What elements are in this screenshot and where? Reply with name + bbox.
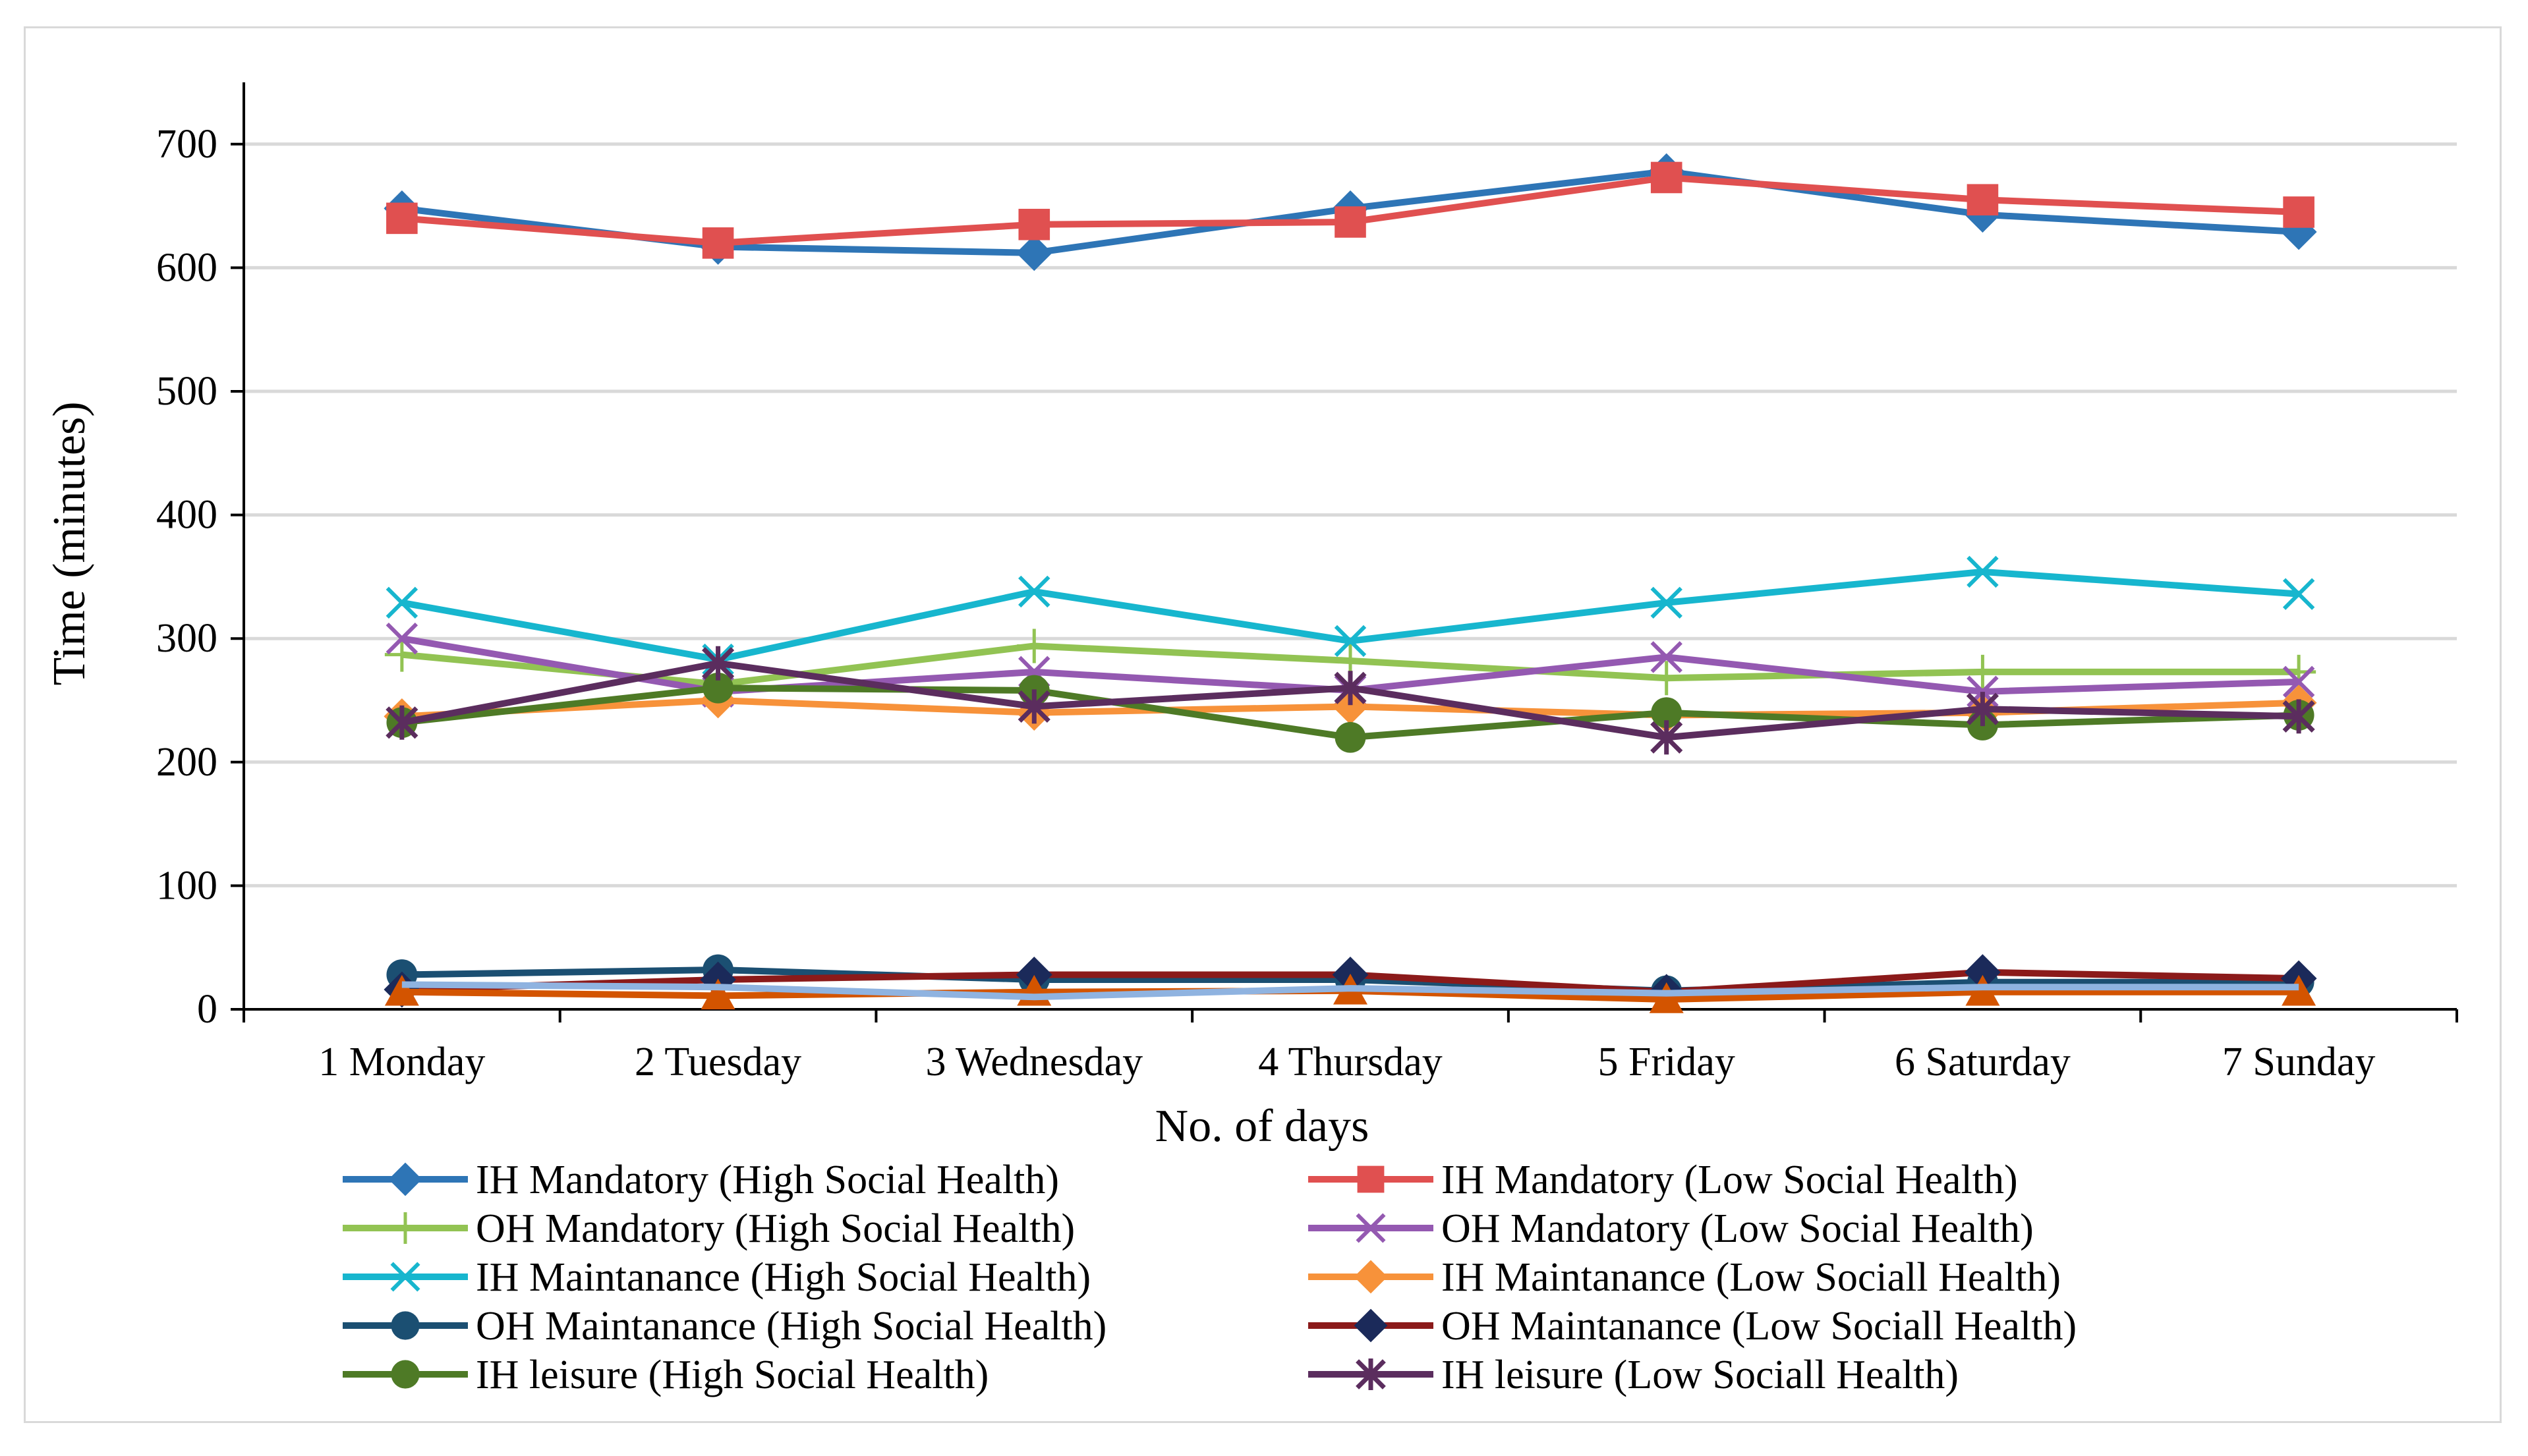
y-tick-label: 200	[156, 740, 217, 785]
legend-entry: IH Mandatory (High Social Health)	[343, 1158, 1059, 1202]
data-point	[386, 202, 418, 235]
grid-lines	[244, 142, 2457, 887]
data-point	[1018, 575, 1050, 608]
data-point	[1354, 1308, 1388, 1343]
legend-label: IH leisure (Low Sociall Health)	[1441, 1353, 1959, 1397]
data-point	[1356, 1213, 1386, 1243]
y-tick-labels: 0 100 200 300 400 500 600 700	[156, 122, 217, 1032]
series-11	[401, 981, 2299, 1001]
legend-entry: OH Maintanance (Low Sociall Health)	[1308, 1304, 2077, 1349]
x-tick-label: 4 Thursday	[1258, 1040, 1443, 1084]
series-9	[386, 646, 2315, 755]
legend-entry: OH Mandatory (Low Social Health)	[1308, 1206, 2034, 1251]
data-point	[1650, 161, 1682, 194]
data-point	[1334, 625, 1367, 658]
legend-entry: IH leisure (High Social Health)	[343, 1353, 989, 1397]
legend-label: OH Mandatory (Low Social Health)	[1441, 1206, 2034, 1251]
data-point	[384, 974, 419, 1006]
x-axis-title: No. of days	[1155, 1101, 1369, 1152]
legend-label: OH Maintanance (High Social Health)	[476, 1304, 1106, 1349]
data-point	[2283, 196, 2314, 228]
data-point	[1357, 1165, 1385, 1193]
y-tick-label: 0	[197, 987, 217, 1032]
legend-entry: OH Maintanance (High Social Health)	[343, 1304, 1106, 1349]
data-point	[1334, 671, 1367, 706]
data-point	[1649, 982, 1684, 1013]
legend-label: IH Mandatory (High Social Health)	[476, 1158, 1059, 1202]
data-point	[1967, 184, 1999, 216]
legend-entry: IH Mandatory (Low Social Health)	[1308, 1158, 2018, 1202]
data-point	[2282, 578, 2315, 610]
data-point	[701, 978, 735, 1010]
data-point	[2282, 665, 2315, 698]
series-1	[386, 161, 2314, 259]
legend-label: IH leisure (High Social Health)	[476, 1353, 989, 1397]
data-point	[1966, 692, 1999, 727]
data-point	[1967, 555, 1999, 588]
data-point	[1356, 1358, 1386, 1390]
data-point	[1650, 586, 1682, 619]
x-tick-label: 6 Saturday	[1895, 1040, 2071, 1084]
data-point	[1018, 208, 1050, 240]
data-point	[1016, 235, 1052, 271]
y-tick-label: 300	[156, 616, 217, 661]
data-point	[388, 1162, 422, 1196]
y-tick-label: 500	[156, 369, 217, 414]
legend-label: OH Maintanance (Low Sociall Health)	[1441, 1304, 2077, 1349]
legend: IH Mandatory (High Social Health) IH Mand…	[343, 1158, 2077, 1397]
data-point	[1650, 641, 1682, 673]
data-point	[391, 1311, 420, 1340]
x-tick-labels: 1 Monday 2 Tuesday 3 Wednesday 4 Thursday 5 …	[318, 1040, 2375, 1084]
data-point	[1018, 689, 1050, 724]
legend-label: IH Maintanance (High Social Health)	[476, 1255, 1091, 1300]
data-point	[703, 672, 733, 704]
data-point	[1335, 206, 1366, 238]
data-point	[389, 1212, 421, 1244]
series-line	[401, 981, 2299, 1001]
data-point	[1335, 721, 1366, 753]
data-point	[386, 586, 418, 619]
x-tick-label: 7 Sunday	[2222, 1040, 2376, 1084]
data-point	[1965, 654, 2000, 689]
legend-label: IH Maintanance (Low Sociall Health)	[1441, 1255, 2061, 1300]
legend-label: OH Mandatory (High Social Health)	[476, 1206, 1075, 1251]
data-point	[1649, 661, 1684, 696]
y-tick-label: 400	[156, 493, 217, 538]
x-tick-label: 1 Monday	[318, 1040, 485, 1084]
x-tick-label: 5 Friday	[1598, 1040, 1735, 1084]
data-point	[386, 622, 418, 655]
data-point	[701, 646, 735, 681]
legend-entry: IH Maintanance (Low Sociall Health)	[1308, 1255, 2061, 1300]
legend-entry: OH Mandatory (High Social Health)	[343, 1206, 1075, 1251]
data-point	[2282, 699, 2315, 734]
x-tick-label: 3 Wednesday	[925, 1040, 1143, 1084]
data-point	[702, 227, 734, 259]
data-point	[390, 1262, 420, 1292]
data-point	[1651, 697, 1682, 729]
legend-entry: IH Maintanance (High Social Health)	[343, 1255, 1091, 1300]
y-axis-title: Time (minutes)	[44, 401, 95, 685]
data-point	[391, 1360, 420, 1389]
data-point	[1017, 629, 1052, 663]
legend-label: IH Mandatory (Low Social Health)	[1441, 1158, 2018, 1202]
data-point	[1354, 1260, 1388, 1294]
legend-entry: IH leisure (Low Sociall Health)	[1308, 1353, 1959, 1397]
data-point	[384, 637, 419, 672]
y-tick-label: 600	[156, 245, 217, 290]
series-group	[384, 153, 2317, 1013]
y-tick-label: 700	[156, 122, 217, 167]
axes	[231, 82, 2458, 1022]
data-point	[386, 705, 418, 740]
data-point	[1650, 720, 1683, 755]
y-tick-label: 100	[156, 863, 217, 908]
x-tick-label: 2 Tuesday	[635, 1040, 801, 1084]
